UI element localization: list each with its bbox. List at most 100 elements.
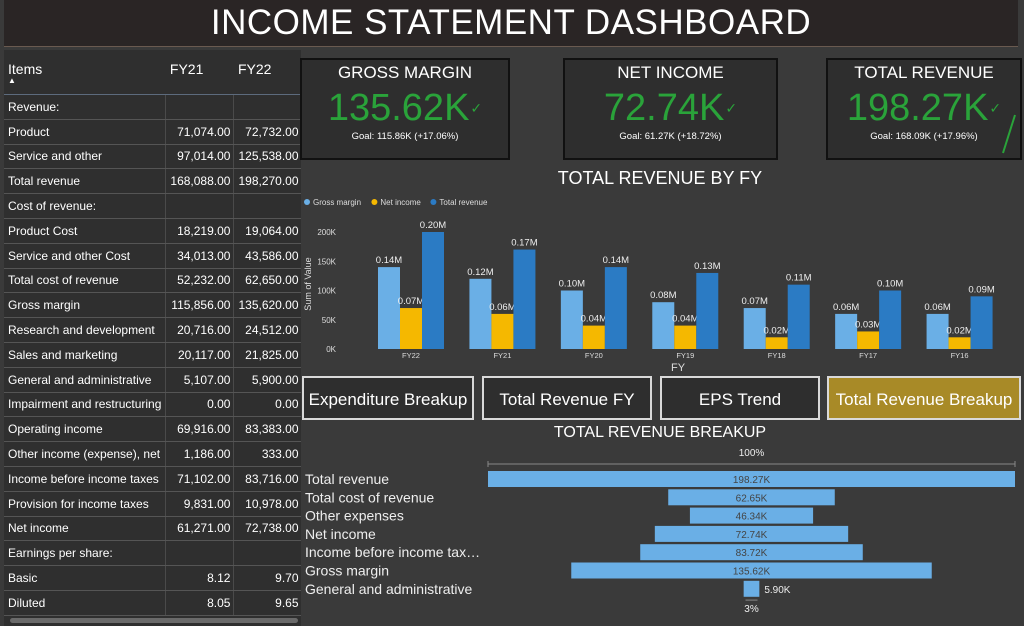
bar[interactable] — [513, 249, 536, 349]
bar[interactable] — [674, 325, 697, 349]
bar[interactable] — [652, 302, 675, 349]
legend-swatch — [304, 199, 310, 205]
cell-fy22: 72,738.00 — [233, 516, 301, 542]
kpi-card-net-income[interactable]: NET INCOME 72.74K✓ Goal: 61.27K (+18.72%… — [563, 58, 778, 160]
legend-label[interactable]: Total revenue — [439, 198, 488, 207]
column-header-fy22[interactable]: FY22 — [233, 50, 301, 95]
bar[interactable] — [560, 290, 583, 350]
bar-data-label: 0.06M — [489, 302, 515, 313]
table-row[interactable]: Diluted 8.05 9.65 — [4, 590, 301, 616]
kpi-card-gross-margin[interactable]: GROSS MARGIN 135.62K✓ Goal: 115.86K (+17… — [300, 58, 510, 160]
bar-data-label: 0.04M — [672, 314, 698, 325]
cell-fy21 — [165, 193, 235, 219]
bar-data-label: 0.17M — [511, 238, 537, 249]
kpi-goal: Goal: 168.09K (+17.96%) — [870, 131, 978, 142]
funnel-bar[interactable] — [668, 489, 835, 506]
bar-data-label: 0.10M — [877, 279, 903, 290]
table-row[interactable]: Net income 61,271.00 72,738.00 — [4, 516, 301, 542]
table-row[interactable]: General and administrative 5,107.00 5,900.… — [4, 367, 301, 393]
row-label: Total revenue — [4, 168, 167, 195]
bar[interactable] — [879, 290, 902, 350]
bar[interactable] — [696, 272, 719, 349]
funnel-category-label: Income before income tax… — [305, 544, 480, 560]
table-row[interactable]: Impairment and restructuring 0.00 0.00 — [4, 392, 301, 418]
bar[interactable] — [378, 267, 400, 349]
total-revenue-by-fy-chart: Gross margin Net income Total revenue 0K 50K… — [303, 198, 995, 374]
kpi-value: 135.62K✓ — [327, 87, 483, 129]
bar[interactable] — [604, 267, 627, 349]
row-label: Total cost of revenue — [4, 268, 167, 294]
cell-fy22 — [233, 540, 301, 567]
expenditure-breakup-button[interactable]: Expenditure Breakup — [302, 376, 474, 420]
table-row[interactable]: Sales and marketing 20,117.00 21,825.00 — [4, 342, 301, 368]
y-tick-label: 100K — [317, 287, 336, 296]
funnel-value-label: 72.74K — [736, 530, 768, 541]
x-tick-label: FY21 — [493, 351, 511, 360]
bar[interactable] — [765, 337, 788, 349]
bar[interactable] — [948, 337, 971, 349]
table-row[interactable]: Other income (expense), net 1,186.00 333.0… — [4, 441, 301, 467]
total-revenue-fy-button[interactable]: Total Revenue FY — [482, 376, 652, 420]
bar[interactable] — [787, 284, 810, 349]
legend-label[interactable]: Net income — [380, 198, 421, 207]
table-row[interactable]: Provision for income taxes 9,831.00 10,978… — [4, 491, 301, 517]
table-row[interactable]: Revenue: — [4, 94, 301, 120]
table-row[interactable]: Product 71,074.00 72,732.00 — [4, 119, 301, 145]
cell-fy22: 83,716.00 — [233, 466, 301, 492]
funnel-bar[interactable] — [640, 544, 863, 561]
kpi-card-total-revenue[interactable]: TOTAL REVENUE 198.27K✓ Goal: 168.09K (+1… — [826, 58, 1022, 160]
bar-data-label: 0.03M — [855, 319, 881, 330]
cell-fy21: 61,271.00 — [165, 516, 235, 542]
bar[interactable] — [926, 313, 949, 349]
total-revenue-breakup-button[interactable]: Total Revenue Breakup — [827, 376, 1021, 420]
row-label: Revenue: — [4, 94, 167, 120]
table-row[interactable]: Cost of revenue: — [4, 193, 301, 219]
cell-fy21: 8.05 — [165, 590, 235, 616]
bar[interactable] — [582, 325, 605, 349]
table-row[interactable]: Total cost of revenue 52,232.00 62,650.00 — [4, 268, 301, 294]
bar[interactable] — [491, 313, 514, 349]
funnel-top-label: 100% — [739, 448, 765, 459]
funnel-value-label: 5.90K — [764, 585, 790, 596]
funnel-bar[interactable] — [654, 525, 849, 542]
funnel-bar[interactable] — [571, 562, 932, 579]
bar[interactable] — [422, 232, 444, 349]
cell-fy22: 135,620.00 — [233, 292, 301, 319]
table-row[interactable]: Product Cost 18,219.00 19,064.00 — [4, 218, 301, 244]
sort-ascending-icon[interactable]: ▲ — [8, 75, 16, 85]
cell-fy22: 19,064.00 — [233, 218, 301, 244]
bar[interactable] — [469, 278, 492, 349]
row-label: Sales and marketing — [4, 342, 167, 368]
row-label: Net income — [4, 516, 167, 542]
bar[interactable] — [400, 308, 422, 349]
check-icon: ✓ — [725, 100, 738, 116]
table-row[interactable]: Earnings per share: — [4, 540, 301, 567]
horizontal-scrollbar[interactable] — [10, 618, 298, 623]
bar[interactable] — [835, 313, 858, 349]
cell-fy21 — [165, 540, 235, 567]
kpi-goal: Goal: 61.27K (+18.72%) — [619, 131, 722, 142]
table-row[interactable]: Service and other Cost 34,013.00 43,586.00 — [4, 243, 301, 269]
table-row[interactable]: Total revenue 168,088.00 198,270.00 — [4, 168, 301, 195]
income-statement-table-panel: Items ▲ FY21 FY22 Revenue: Product 71,074.… — [4, 50, 301, 626]
column-header-items[interactable]: Items ▲ — [4, 50, 166, 95]
table-row[interactable]: Gross margin 115,856.00 135,620.00 — [4, 292, 301, 319]
bar-chart-title: TOTAL REVENUE BY FY — [557, 168, 763, 188]
table-row[interactable]: Service and other 97,014.00 125,538.00 — [4, 144, 301, 170]
funnel-bar[interactable] — [488, 471, 1015, 487]
funnel-bar[interactable] — [689, 507, 814, 524]
row-label: Service and other — [4, 144, 167, 170]
y-axis-label: Sum of Value — [303, 257, 313, 310]
table-row[interactable]: Basic 8.12 9.70 — [4, 565, 301, 591]
funnel-bar[interactable] — [743, 580, 760, 597]
table-row[interactable]: Operating income 69,916.00 83,383.00 — [4, 416, 301, 443]
eps-trend-button[interactable]: EPS Trend — [660, 376, 820, 420]
table-row[interactable]: Research and development 20,716.00 24,512.… — [4, 317, 301, 343]
table-row[interactable]: Income before income taxes 71,102.00 83,71… — [4, 466, 301, 492]
bar[interactable] — [857, 331, 880, 349]
bar[interactable] — [970, 296, 993, 349]
row-label: Operating income — [4, 416, 167, 443]
column-header-fy21[interactable]: FY21 — [165, 50, 234, 95]
bar[interactable] — [743, 308, 766, 349]
legend-label[interactable]: Gross margin — [313, 198, 361, 207]
